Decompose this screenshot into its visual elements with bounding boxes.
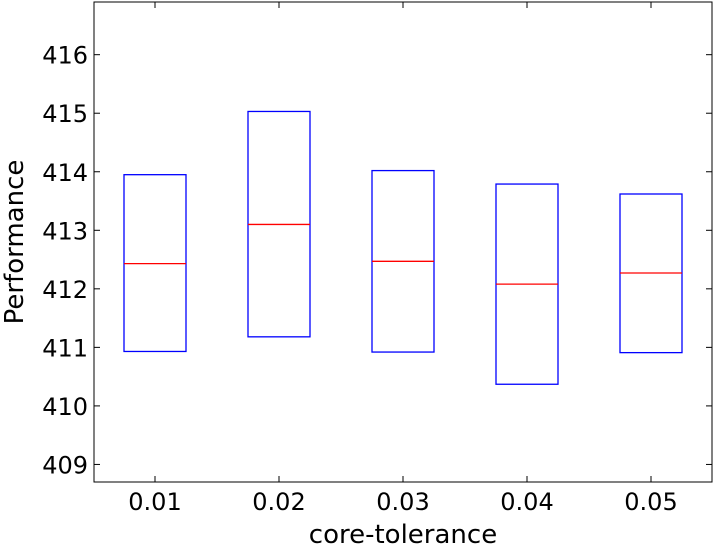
y-tick-label: 412 xyxy=(42,276,88,304)
y-axis-title: Performance xyxy=(0,160,30,325)
box-series xyxy=(123,110,683,385)
x-tick-label: 0.04 xyxy=(500,488,553,516)
plot-area-frame xyxy=(93,1,713,483)
x-tick-label: 0.02 xyxy=(252,488,305,516)
y-tick-label: 415 xyxy=(42,100,88,128)
y-tick-label: 414 xyxy=(42,159,88,187)
y-tick-label: 409 xyxy=(42,451,88,479)
x-axis-ticks: 0.01 0.02 0.03 0.04 0.05 xyxy=(128,2,678,516)
x-tick-label: 0.05 xyxy=(624,488,677,516)
x-tick-label: 0.03 xyxy=(376,488,429,516)
y-tick-label: 416 xyxy=(42,42,88,70)
y-tick-label: 410 xyxy=(42,393,88,421)
y-axis-ticks: 409 410 411 412 413 414 415 416 xyxy=(42,42,712,479)
x-axis-title: core-tolerance xyxy=(309,520,497,550)
y-tick-label: 413 xyxy=(42,217,88,245)
x-tick-label: 0.01 xyxy=(128,488,181,516)
y-tick-label: 411 xyxy=(42,334,88,362)
